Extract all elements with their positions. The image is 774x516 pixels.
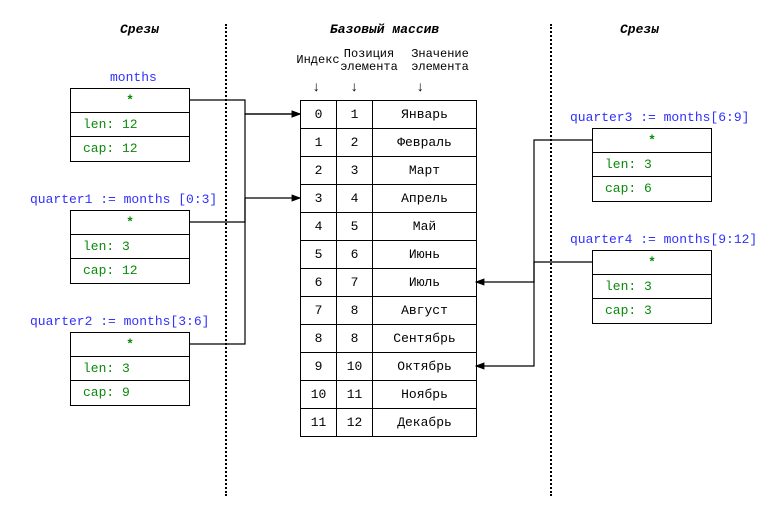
array-row: 56Июнь [301, 241, 477, 269]
array-cell-value: Август [373, 297, 477, 325]
array-cell-value: Ноябрь [373, 381, 477, 409]
array-cell-value: Июль [373, 269, 477, 297]
array-cell-index: 1 [301, 129, 337, 157]
slice-pointer: * [593, 251, 711, 275]
slice-len: len: 12 [71, 113, 189, 137]
slice-pointer: * [71, 333, 189, 357]
array-row: 34Апрель [301, 185, 477, 213]
arrow-down-icon: ↓ [350, 80, 358, 96]
array-cell-position: 8 [337, 325, 373, 353]
array-cell-index: 3 [301, 185, 337, 213]
array-cell-position: 7 [337, 269, 373, 297]
array-cell-index: 0 [301, 101, 337, 129]
slice-cap: cap: 6 [593, 177, 711, 201]
array-cell-index: 9 [301, 353, 337, 381]
slice-title-q1: quarter1 := months [0:3] [30, 192, 217, 207]
slice-box-months: * len: 12 cap: 12 [70, 88, 190, 162]
array-cell-value: Октябрь [373, 353, 477, 381]
arrow-down-icon: ↓ [416, 80, 424, 96]
array-cell-position: 8 [337, 297, 373, 325]
slice-title-q4: quarter4 := months[9:12] [570, 232, 757, 247]
slice-box-q1: * len: 3 cap: 12 [70, 210, 190, 284]
slice-box-q3: * len: 3 cap: 6 [592, 128, 712, 202]
array-cell-index: 4 [301, 213, 337, 241]
array-cell-position: 10 [337, 353, 373, 381]
slice-cap: cap: 12 [71, 137, 189, 161]
array-cell-index: 7 [301, 297, 337, 325]
array-cell-index: 8 [301, 325, 337, 353]
array-cell-index: 6 [301, 269, 337, 297]
array-cell-value: Май [373, 213, 477, 241]
array-cell-index: 11 [301, 409, 337, 437]
divider-right [550, 24, 552, 496]
array-cell-position: 12 [337, 409, 373, 437]
base-array-table: 01Январь12Февраль23Март34Апрель45Май56Ию… [300, 100, 477, 437]
slice-box-q2: * len: 3 cap: 9 [70, 332, 190, 406]
col-title-left: Срезы [120, 22, 159, 37]
array-cell-value: Июнь [373, 241, 477, 269]
slice-title-q3: quarter3 := months[6:9] [570, 110, 749, 125]
array-cell-position: 3 [337, 157, 373, 185]
array-cell-index: 2 [301, 157, 337, 185]
array-cell-index: 5 [301, 241, 337, 269]
array-header-position: Позиция элемента [336, 48, 402, 74]
slice-title-months: months [110, 70, 157, 85]
array-row: 1011Ноябрь [301, 381, 477, 409]
array-cell-index: 10 [301, 381, 337, 409]
array-cell-position: 11 [337, 381, 373, 409]
array-row: 78Август [301, 297, 477, 325]
slice-pointer: * [593, 129, 711, 153]
slice-cap: cap: 12 [71, 259, 189, 283]
slice-box-q4: * len: 3 cap: 3 [592, 250, 712, 324]
array-row: 01Январь [301, 101, 477, 129]
array-cell-position: 2 [337, 129, 373, 157]
array-cell-value: Декабрь [373, 409, 477, 437]
slice-cap: cap: 3 [593, 299, 711, 323]
divider-left [225, 24, 227, 496]
slice-cap: cap: 9 [71, 381, 189, 405]
slice-len: len: 3 [593, 153, 711, 177]
array-row: 45Май [301, 213, 477, 241]
slice-pointer: * [71, 89, 189, 113]
array-cell-value: Февраль [373, 129, 477, 157]
array-cell-value: Январь [373, 101, 477, 129]
slice-pointer: * [71, 211, 189, 235]
array-cell-value: Сентябрь [373, 325, 477, 353]
array-cell-value: Март [373, 157, 477, 185]
array-row: 12Февраль [301, 129, 477, 157]
slice-title-q2: quarter2 := months[3:6] [30, 314, 209, 329]
array-cell-position: 6 [337, 241, 373, 269]
array-row: 1112Декабрь [301, 409, 477, 437]
array-row: 910Октябрь [301, 353, 477, 381]
array-cell-value: Апрель [373, 185, 477, 213]
array-row: 23Март [301, 157, 477, 185]
array-row: 88Сентябрь [301, 325, 477, 353]
array-header-value: Значение элемента [400, 48, 480, 74]
col-title-center: Базовый массив [330, 22, 439, 37]
slice-len: len: 3 [71, 235, 189, 259]
array-row: 67Июль [301, 269, 477, 297]
array-cell-position: 1 [337, 101, 373, 129]
slice-len: len: 3 [71, 357, 189, 381]
col-title-right: Срезы [620, 22, 659, 37]
slice-len: len: 3 [593, 275, 711, 299]
array-cell-position: 4 [337, 185, 373, 213]
array-cell-position: 5 [337, 213, 373, 241]
arrow-down-icon: ↓ [312, 80, 320, 96]
